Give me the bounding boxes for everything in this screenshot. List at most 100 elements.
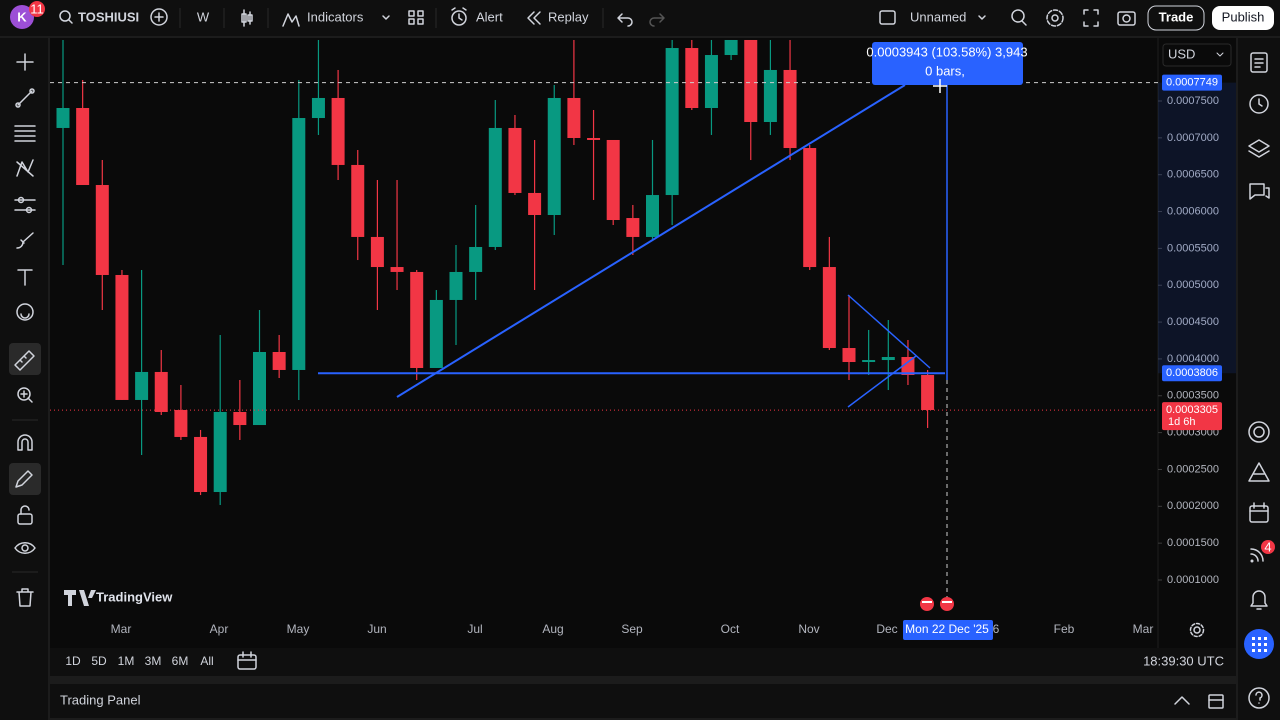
avatar[interactable]: K 11 xyxy=(10,1,45,29)
settings-button-part[interactable] xyxy=(1046,9,1064,27)
settings-button-part[interactable] xyxy=(1051,14,1059,22)
trade-button-part[interactable] xyxy=(1147,5,1205,31)
symbol-search-part[interactable] xyxy=(68,19,73,24)
hide-tool[interactable] xyxy=(14,542,36,554)
range-button[interactable]: 1M xyxy=(118,654,135,668)
layouts-button[interactable] xyxy=(408,10,424,25)
symbol-search[interactable]: TOSHIUSI xyxy=(59,9,139,24)
layout-name-button[interactable]: Unnamed xyxy=(879,9,986,25)
brush-tool-part[interactable] xyxy=(16,232,34,249)
forecast-tool-part[interactable] xyxy=(17,196,25,204)
streams-button[interactable]: 4 xyxy=(1250,539,1276,563)
alerts-button-part[interactable] xyxy=(1249,94,1269,114)
undo-button-part[interactable] xyxy=(617,13,633,27)
watchlist-button-part[interactable] xyxy=(1254,58,1264,68)
axis-settings-button-part[interactable] xyxy=(1189,622,1205,638)
magnet-tool-part[interactable] xyxy=(17,434,33,451)
trading-panel-title[interactable]: Trading Panel xyxy=(60,692,141,707)
help-button-part[interactable] xyxy=(1248,687,1270,709)
layout-name-button-part[interactable] xyxy=(879,10,896,25)
watchlist-button-part[interactable] xyxy=(1250,52,1268,73)
measure-tool-part[interactable] xyxy=(9,343,41,375)
measure-tool-part[interactable] xyxy=(14,350,35,371)
alert-button-part[interactable] xyxy=(451,10,467,26)
snapshot-button-part[interactable] xyxy=(1117,11,1136,26)
layout-name-button-part[interactable] xyxy=(978,15,986,20)
event-flag[interactable] xyxy=(920,597,934,611)
fullscreen-button[interactable] xyxy=(1083,9,1099,27)
goto-date-button-part[interactable] xyxy=(237,654,257,670)
replay-button-part[interactable] xyxy=(527,11,541,25)
icon-tool[interactable] xyxy=(16,303,34,321)
calendar-button-part[interactable] xyxy=(1249,502,1269,512)
compare-button-part[interactable] xyxy=(150,8,168,26)
goto-date-button-part[interactable] xyxy=(237,651,257,661)
publish-button-part[interactable] xyxy=(1212,6,1274,30)
zoom-tool-part[interactable] xyxy=(20,390,33,403)
products-button[interactable] xyxy=(1244,629,1274,659)
panel-maximize-button-part[interactable] xyxy=(1208,694,1224,709)
triangle-drawing[interactable] xyxy=(847,294,931,408)
object-tree-button[interactable] xyxy=(1248,139,1270,158)
pattern-tool[interactable] xyxy=(16,159,34,177)
chart-type-button[interactable] xyxy=(241,9,253,27)
axis-settings-button[interactable] xyxy=(1189,622,1205,638)
zoom-tool[interactable] xyxy=(17,387,33,403)
publish-button[interactable]: Publish xyxy=(1212,6,1274,30)
trend-line[interactable] xyxy=(396,84,906,398)
hide-tool-part[interactable] xyxy=(14,542,36,554)
brush-tool[interactable] xyxy=(16,232,34,249)
indicators-button-part[interactable] xyxy=(282,13,300,27)
help-button-part[interactable] xyxy=(1258,702,1260,704)
trendline-tool-part[interactable] xyxy=(17,90,33,106)
alerts-button-part[interactable] xyxy=(1258,98,1263,107)
target-button-part[interactable] xyxy=(1248,421,1270,443)
calendar-button-part[interactable] xyxy=(1249,505,1269,523)
chart-type-button-part[interactable] xyxy=(241,9,253,27)
range-button[interactable]: 6M xyxy=(172,654,189,668)
event-flag[interactable] xyxy=(940,597,954,611)
compare-button-part[interactable] xyxy=(154,12,164,22)
axis-settings-button-part[interactable] xyxy=(1193,626,1201,634)
panel-maximize-button[interactable] xyxy=(1208,694,1224,709)
currency-button-part[interactable] xyxy=(1216,52,1224,57)
trendline-tool-part[interactable] xyxy=(29,88,35,94)
crosshair-tool-part[interactable] xyxy=(16,53,34,71)
object-tree-button-part[interactable] xyxy=(1248,139,1270,158)
help-button-part[interactable] xyxy=(1255,691,1263,701)
streams-button-part[interactable] xyxy=(1250,559,1254,563)
forecast-tool-part[interactable] xyxy=(25,206,33,214)
redo-button-part[interactable] xyxy=(649,13,665,27)
zoom-tool-part[interactable] xyxy=(17,387,31,401)
layouts-button-part[interactable] xyxy=(408,10,424,25)
range-button[interactable]: 1D xyxy=(65,654,81,668)
pattern-button-part[interactable] xyxy=(1248,462,1270,482)
alert-button-part[interactable] xyxy=(451,7,467,21)
products-button-part[interactable] xyxy=(1252,637,1267,652)
undo-button[interactable] xyxy=(617,13,633,27)
fullscreen-button-part[interactable] xyxy=(1083,9,1099,27)
lock-tool-part[interactable] xyxy=(17,513,33,525)
indicators-button[interactable]: Indicators xyxy=(282,9,390,27)
replay-button[interactable]: Replay xyxy=(527,9,589,25)
notifications-button[interactable] xyxy=(1250,590,1268,610)
measure-tool[interactable] xyxy=(9,343,41,375)
icon-tool-part[interactable] xyxy=(16,303,34,321)
goto-date-button[interactable] xyxy=(237,651,257,670)
stay-drawing-tool[interactable] xyxy=(9,463,41,495)
trendline-tool-part[interactable] xyxy=(15,102,21,108)
stay-drawing-tool-part[interactable] xyxy=(9,463,41,495)
hide-tool-part[interactable] xyxy=(21,544,29,552)
redo-button[interactable] xyxy=(649,13,665,27)
magnet-tool[interactable] xyxy=(17,434,33,451)
chat-button-part[interactable] xyxy=(1265,187,1270,199)
currency-button-part[interactable] xyxy=(1162,43,1232,67)
compare-button[interactable] xyxy=(150,8,168,26)
forecast-tool[interactable] xyxy=(14,196,36,214)
calendar-button[interactable] xyxy=(1249,502,1269,523)
snapshot-button-part[interactable] xyxy=(1122,14,1131,23)
alerts-button[interactable] xyxy=(1249,94,1269,114)
panel-collapse-button-part[interactable] xyxy=(1174,696,1190,705)
icon-tool-part[interactable] xyxy=(20,313,30,319)
remove-tool-part[interactable] xyxy=(16,588,34,607)
